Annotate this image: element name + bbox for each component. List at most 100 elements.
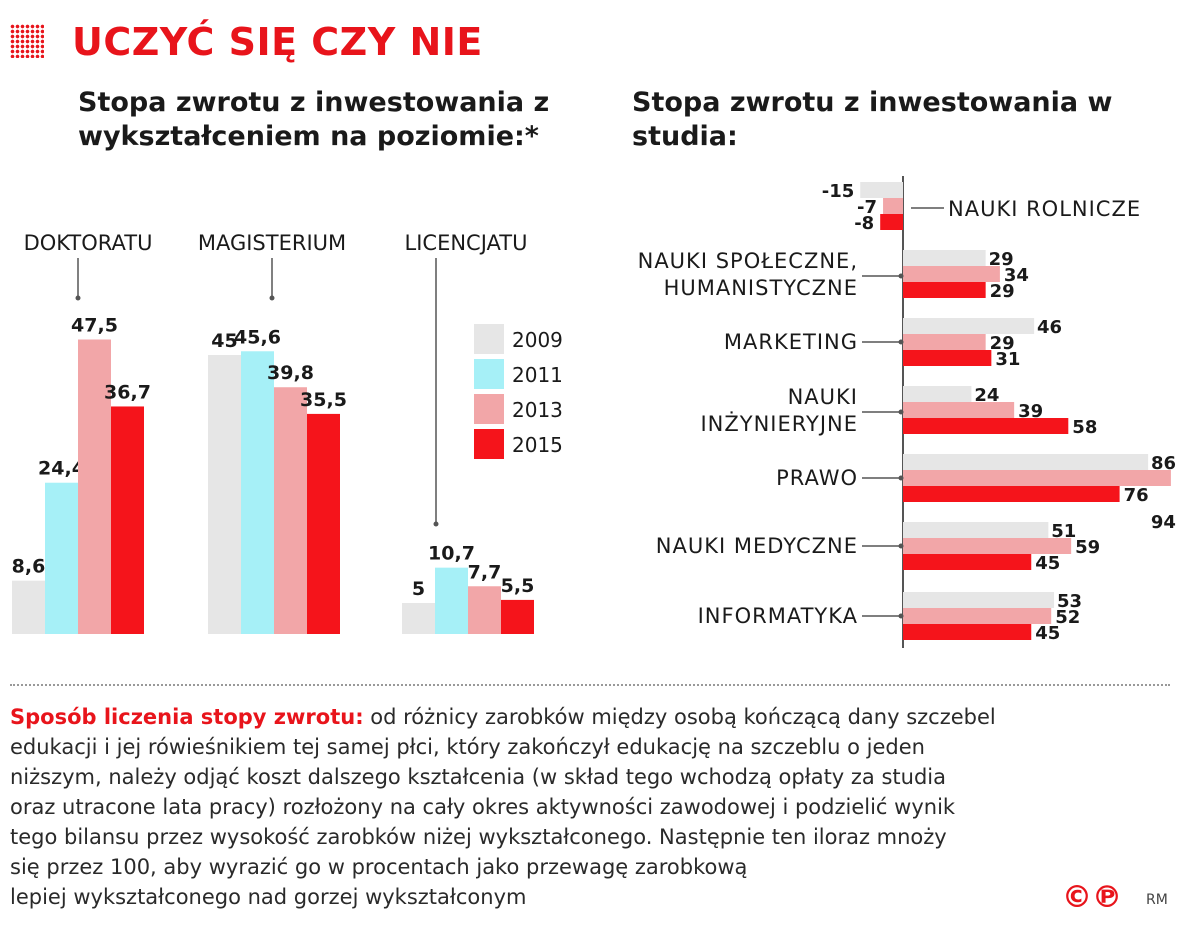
data-label: -7 — [857, 197, 877, 218]
legend-label: 2011 — [512, 363, 563, 387]
category-label: INŻYNIERYJNE — [700, 411, 858, 436]
bar — [501, 599, 534, 634]
legend-label: 2015 — [512, 433, 563, 457]
bar — [78, 339, 111, 634]
bar — [903, 608, 1052, 624]
data-label: 45 — [211, 330, 237, 352]
bar — [241, 351, 274, 634]
data-label: 45 — [1035, 623, 1060, 644]
methodology-footnote: Sposób liczenia stopy zwrotu: od różnicy… — [10, 702, 1190, 912]
data-label: 34 — [1004, 265, 1029, 286]
left-chart-subtitle: Stopa zwrotu z inwestowania z wykształce… — [78, 87, 550, 152]
bar — [903, 538, 1072, 554]
category-pointer-dot — [898, 273, 904, 279]
bar — [880, 214, 903, 230]
category-label: DOKTORATU — [24, 231, 153, 255]
bar — [903, 592, 1055, 608]
bar — [883, 198, 903, 214]
category-label: NAUKI SPOŁECZNE, — [638, 249, 858, 273]
bar — [208, 355, 241, 634]
page-title: UCZYĆ SIĘ CZY NIE — [72, 20, 483, 64]
legend-swatch — [474, 429, 504, 459]
category-pointer-dot — [75, 295, 81, 301]
left-bar-chart: DOKTORATU 8,6 24,4 47,5 36,7 MAGISTERIUM 4545,… — [12, 231, 563, 634]
bar — [903, 334, 986, 350]
bar — [903, 266, 1000, 282]
data-label: 39 — [1018, 401, 1043, 422]
legend-label: 2009 — [512, 328, 563, 352]
data-label: 46 — [1037, 317, 1062, 338]
bar — [903, 624, 1032, 640]
bar — [903, 402, 1015, 418]
category-label: NAUKI — [788, 385, 858, 409]
bar — [903, 318, 1035, 334]
category-label: PRAWO — [776, 466, 858, 490]
legend-label: 2013 — [512, 398, 563, 422]
divider — [10, 684, 1170, 686]
category-label: MAGISTERIUM — [198, 231, 346, 255]
bar — [435, 567, 468, 634]
bar — [274, 387, 307, 634]
bar — [903, 282, 986, 298]
data-label: 53 — [1057, 591, 1082, 612]
bar — [903, 454, 1149, 470]
category-label: INFORMATYKA — [698, 604, 858, 628]
author-initials: RM — [1146, 892, 1168, 908]
data-label: 47,5 — [71, 315, 118, 337]
footnote-line: edukacji i jej rówieśnikiem tej samej pł… — [10, 735, 925, 759]
bar — [45, 482, 78, 634]
data-label: 31 — [995, 349, 1020, 370]
legend-swatch — [474, 394, 504, 424]
category-pointer-dot — [269, 295, 275, 301]
category-label: MARKETING — [724, 330, 858, 354]
category-label: NAUKI MEDYCZNE — [656, 534, 858, 558]
data-label: 39,8 — [267, 362, 314, 384]
legend-swatch — [474, 359, 504, 389]
data-label: -8 — [854, 213, 874, 234]
data-label: -15 — [822, 181, 855, 202]
category-label: NAUKI ROLNICZE — [948, 197, 1141, 221]
footnote-line: oraz utracone lata pracy) rozłożony na c… — [10, 795, 956, 819]
data-label: 29 — [989, 249, 1014, 270]
data-label: 24,4 — [38, 458, 85, 480]
category-pointer-dot — [898, 543, 904, 549]
bar — [860, 182, 903, 198]
bar — [12, 580, 45, 634]
bar — [468, 586, 501, 634]
footnote-lead: Sposób liczenia stopy zwrotu: — [10, 705, 364, 729]
footnote-line: się przez 100, aby wyrazić go w procenta… — [10, 855, 748, 879]
category-pointer-dot — [898, 613, 904, 619]
footnote-line: od różnicy zarobków między osobą kończąc… — [370, 705, 996, 729]
data-label: 36,7 — [104, 381, 151, 403]
data-label: 10,7 — [428, 543, 475, 565]
bar — [903, 554, 1032, 570]
data-label: 59 — [1075, 537, 1100, 558]
data-label: 94 — [1151, 512, 1176, 533]
bar — [903, 522, 1049, 538]
category-pointer-dot — [898, 409, 904, 415]
data-label: 45 — [1035, 553, 1060, 574]
category-pointer-dot — [433, 521, 439, 527]
footnote-line: tego bilansu przez wysokość zarobków niż… — [10, 825, 947, 849]
data-label: 51 — [1051, 521, 1076, 542]
category-pointer-dot — [898, 339, 904, 345]
data-label: 8,6 — [12, 556, 46, 578]
data-label: 58 — [1072, 417, 1097, 438]
data-label: 45,6 — [234, 326, 281, 348]
bar — [402, 603, 435, 634]
category-pointer-dot — [898, 475, 904, 481]
data-label: 24 — [974, 385, 999, 406]
footnote-line: niższym, należy odjąć koszt dalszego ksz… — [10, 765, 946, 789]
data-label: 29 — [990, 281, 1015, 302]
right-chart-subtitle: Stopa zwrotu z inwestowania w studia: — [632, 87, 1113, 152]
data-label: 76 — [1124, 485, 1149, 506]
bar — [903, 418, 1069, 434]
category-label: HUMANISTYCZNE — [664, 276, 858, 300]
bar — [903, 486, 1120, 502]
legend-swatch — [474, 324, 504, 354]
footnote-line: lepiej wykształconego nad gorzej wykszta… — [10, 885, 527, 909]
bar — [903, 386, 972, 402]
data-label: 29 — [990, 333, 1015, 354]
bar — [307, 413, 340, 634]
